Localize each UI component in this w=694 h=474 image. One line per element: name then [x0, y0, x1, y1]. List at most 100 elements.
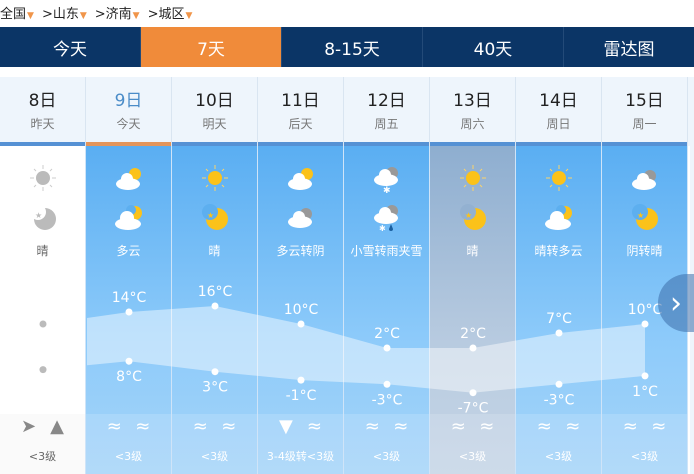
weekday-label: 后天 [288, 117, 313, 131]
date-cell[interactable]: 11日后天 [258, 77, 344, 146]
wind-area [86, 414, 171, 474]
date-underline [0, 142, 85, 146]
partly-cloudy-night-icon [543, 202, 575, 232]
tab-4[interactable]: 雷达图 [603, 39, 655, 60]
breadcrumb-item[interactable]: >城区▼ [148, 3, 193, 22]
date-label: 10日 [195, 91, 234, 111]
svg-text:✱: ✱ [383, 186, 391, 194]
date-cell[interactable]: 10日明天 [172, 77, 258, 146]
sun-icon [27, 164, 59, 192]
moon-icon: ★ [629, 202, 661, 232]
wind-wave-icon: ≈ [306, 416, 322, 437]
svg-text:★: ★ [465, 211, 472, 220]
overcast-icon [285, 202, 317, 232]
wind-direction: ≈ ≈ [172, 416, 257, 437]
day-column[interactable]: 多云 ≈ ≈ <3级 [86, 146, 172, 474]
forecast-grid: ★ 晴 ➤ ▲ <3级 多云 ≈ ≈ <3级 ★ 晴 ≈ ≈ <3级 多云转阴 ▼ ≈ … [0, 146, 694, 474]
date-underline [86, 142, 171, 146]
date-label: 12日 [367, 91, 406, 111]
date-label: 15日 [625, 91, 664, 111]
wind-wave-icon: ≈ [393, 416, 409, 437]
wind-wave-icon: ≈ [479, 416, 495, 437]
date-underline [344, 142, 429, 146]
sleet-icon: ✱ [371, 202, 403, 233]
wind-direction: ≈ ≈ [86, 416, 171, 437]
wind-wave-icon: ≈ [221, 416, 237, 437]
weather-description: 晴 [466, 244, 479, 258]
breadcrumb: 全国▼ >山东▼ >济南▼ >城区▼ [0, 3, 192, 22]
svg-text:★: ★ [207, 211, 214, 220]
weather-description: 晴 [36, 244, 49, 258]
wind-▼-icon: ▼ [279, 416, 293, 437]
wind-wave-icon: ≈ [450, 416, 466, 437]
wind-level: <3级 [630, 450, 659, 463]
wind-wave-icon: ≈ [106, 416, 122, 437]
date-cell[interactable]: 14日 周日 [516, 77, 602, 146]
tab-0[interactable]: 今天 [0, 27, 141, 67]
date-cell[interactable]: 15日 周一 [602, 77, 688, 146]
wind-level: <3级 [544, 450, 573, 463]
wind-area [172, 414, 257, 474]
wind-area [602, 414, 687, 474]
day-column[interactable]: ✱ ✱ 小雪转雨夹雪 ≈ ≈ <3级 [344, 146, 430, 474]
breadcrumb-label: >城区 [147, 7, 185, 22]
day-column[interactable]: ★ 晴 ≈ ≈ <3级 [430, 146, 516, 474]
wind-direction: ▼ ≈ [258, 416, 343, 437]
dropdown-arrow-icon[interactable]: ▼ [132, 11, 140, 21]
date-underline [258, 142, 343, 146]
dropdown-arrow-icon[interactable]: ▼ [79, 11, 87, 21]
partly-cloudy-icon [285, 164, 317, 192]
date-cell[interactable]: 9日 今天 [86, 77, 172, 146]
day-column[interactable]: 晴转多云 ≈ ≈ <3级 [516, 146, 602, 474]
date-cell[interactable]: 8日 昨天 [0, 77, 86, 146]
day-column[interactable]: ★ 晴 ≈ ≈ <3级 [172, 146, 258, 474]
dropdown-arrow-icon[interactable]: ▼ [27, 11, 34, 21]
wind-arrow-right-icon: ➤ [21, 416, 37, 437]
day-column[interactable]: 多云转阴 ▼ ≈ 3-4级转<3级 [258, 146, 344, 474]
date-label: 13日 [453, 91, 492, 111]
date-header: 8日 昨天 9日 今天 10日 明天 11日 后天 12日 周五 13日 周六 14日 周日 15日 周一 [0, 77, 694, 146]
date-cell[interactable]: 13日周六 [430, 77, 516, 146]
wind-area [516, 414, 601, 474]
date-label: 8日 [28, 91, 57, 111]
light-snow-icon: ✱ [371, 164, 403, 196]
breadcrumb-item[interactable]: >济南▼ [95, 3, 140, 22]
breadcrumb-label: >山东 [41, 7, 79, 22]
weather-description: 晴转多云 [534, 244, 583, 258]
weather-description: 阴转晴 [626, 244, 663, 258]
wind-area [430, 414, 515, 474]
tab-1[interactable]: 7天 [141, 27, 282, 67]
dropdown-arrow-icon[interactable]: ▼ [185, 11, 193, 21]
wind-level: <3级 [114, 450, 143, 463]
wind-arrow-up-icon: ▲ [50, 416, 64, 437]
date-underline [516, 142, 601, 146]
svg-text:✱: ✱ [379, 224, 386, 232]
wind-area [258, 414, 343, 474]
weather-description: 多云转阴 [276, 244, 325, 258]
moon-icon: ★ [457, 202, 489, 232]
weekday-label: 周六 [460, 117, 485, 131]
date-label: 11日 [281, 91, 320, 111]
wind-level: <3级 [200, 450, 229, 463]
forecast-tabs: 今天 7天 8-15天 40天 雷达图 [0, 27, 694, 67]
weekday-label: 周五 [374, 117, 399, 131]
wind-level: <3级 [372, 450, 401, 463]
breadcrumb-item[interactable]: 全国▼ [0, 3, 34, 22]
svg-text:★: ★ [35, 211, 42, 220]
weekday-label: 明天 [202, 117, 227, 131]
partly-cloudy-night-icon [113, 202, 145, 232]
day-column[interactable]: ★ 晴 ➤ ▲ <3级 [0, 146, 86, 474]
sun-icon [457, 164, 489, 192]
date-cell[interactable]: 12日周五 [344, 77, 430, 146]
weather-description: 小雪转雨夹雪 [350, 244, 423, 258]
wind-wave-icon: ≈ [135, 416, 151, 437]
tab-3[interactable]: 40天 [423, 27, 564, 67]
wind-wave-icon: ≈ [651, 416, 667, 437]
wind-direction: ≈ ≈ [516, 416, 601, 437]
breadcrumb-item[interactable]: >山东▼ [42, 3, 87, 22]
tab-2[interactable]: 8-15天 [282, 27, 423, 67]
wind-wave-icon: ≈ [192, 416, 208, 437]
overcast-icon [629, 164, 661, 192]
date-underline [430, 142, 515, 146]
wind-direction: ≈ ≈ [344, 416, 429, 437]
